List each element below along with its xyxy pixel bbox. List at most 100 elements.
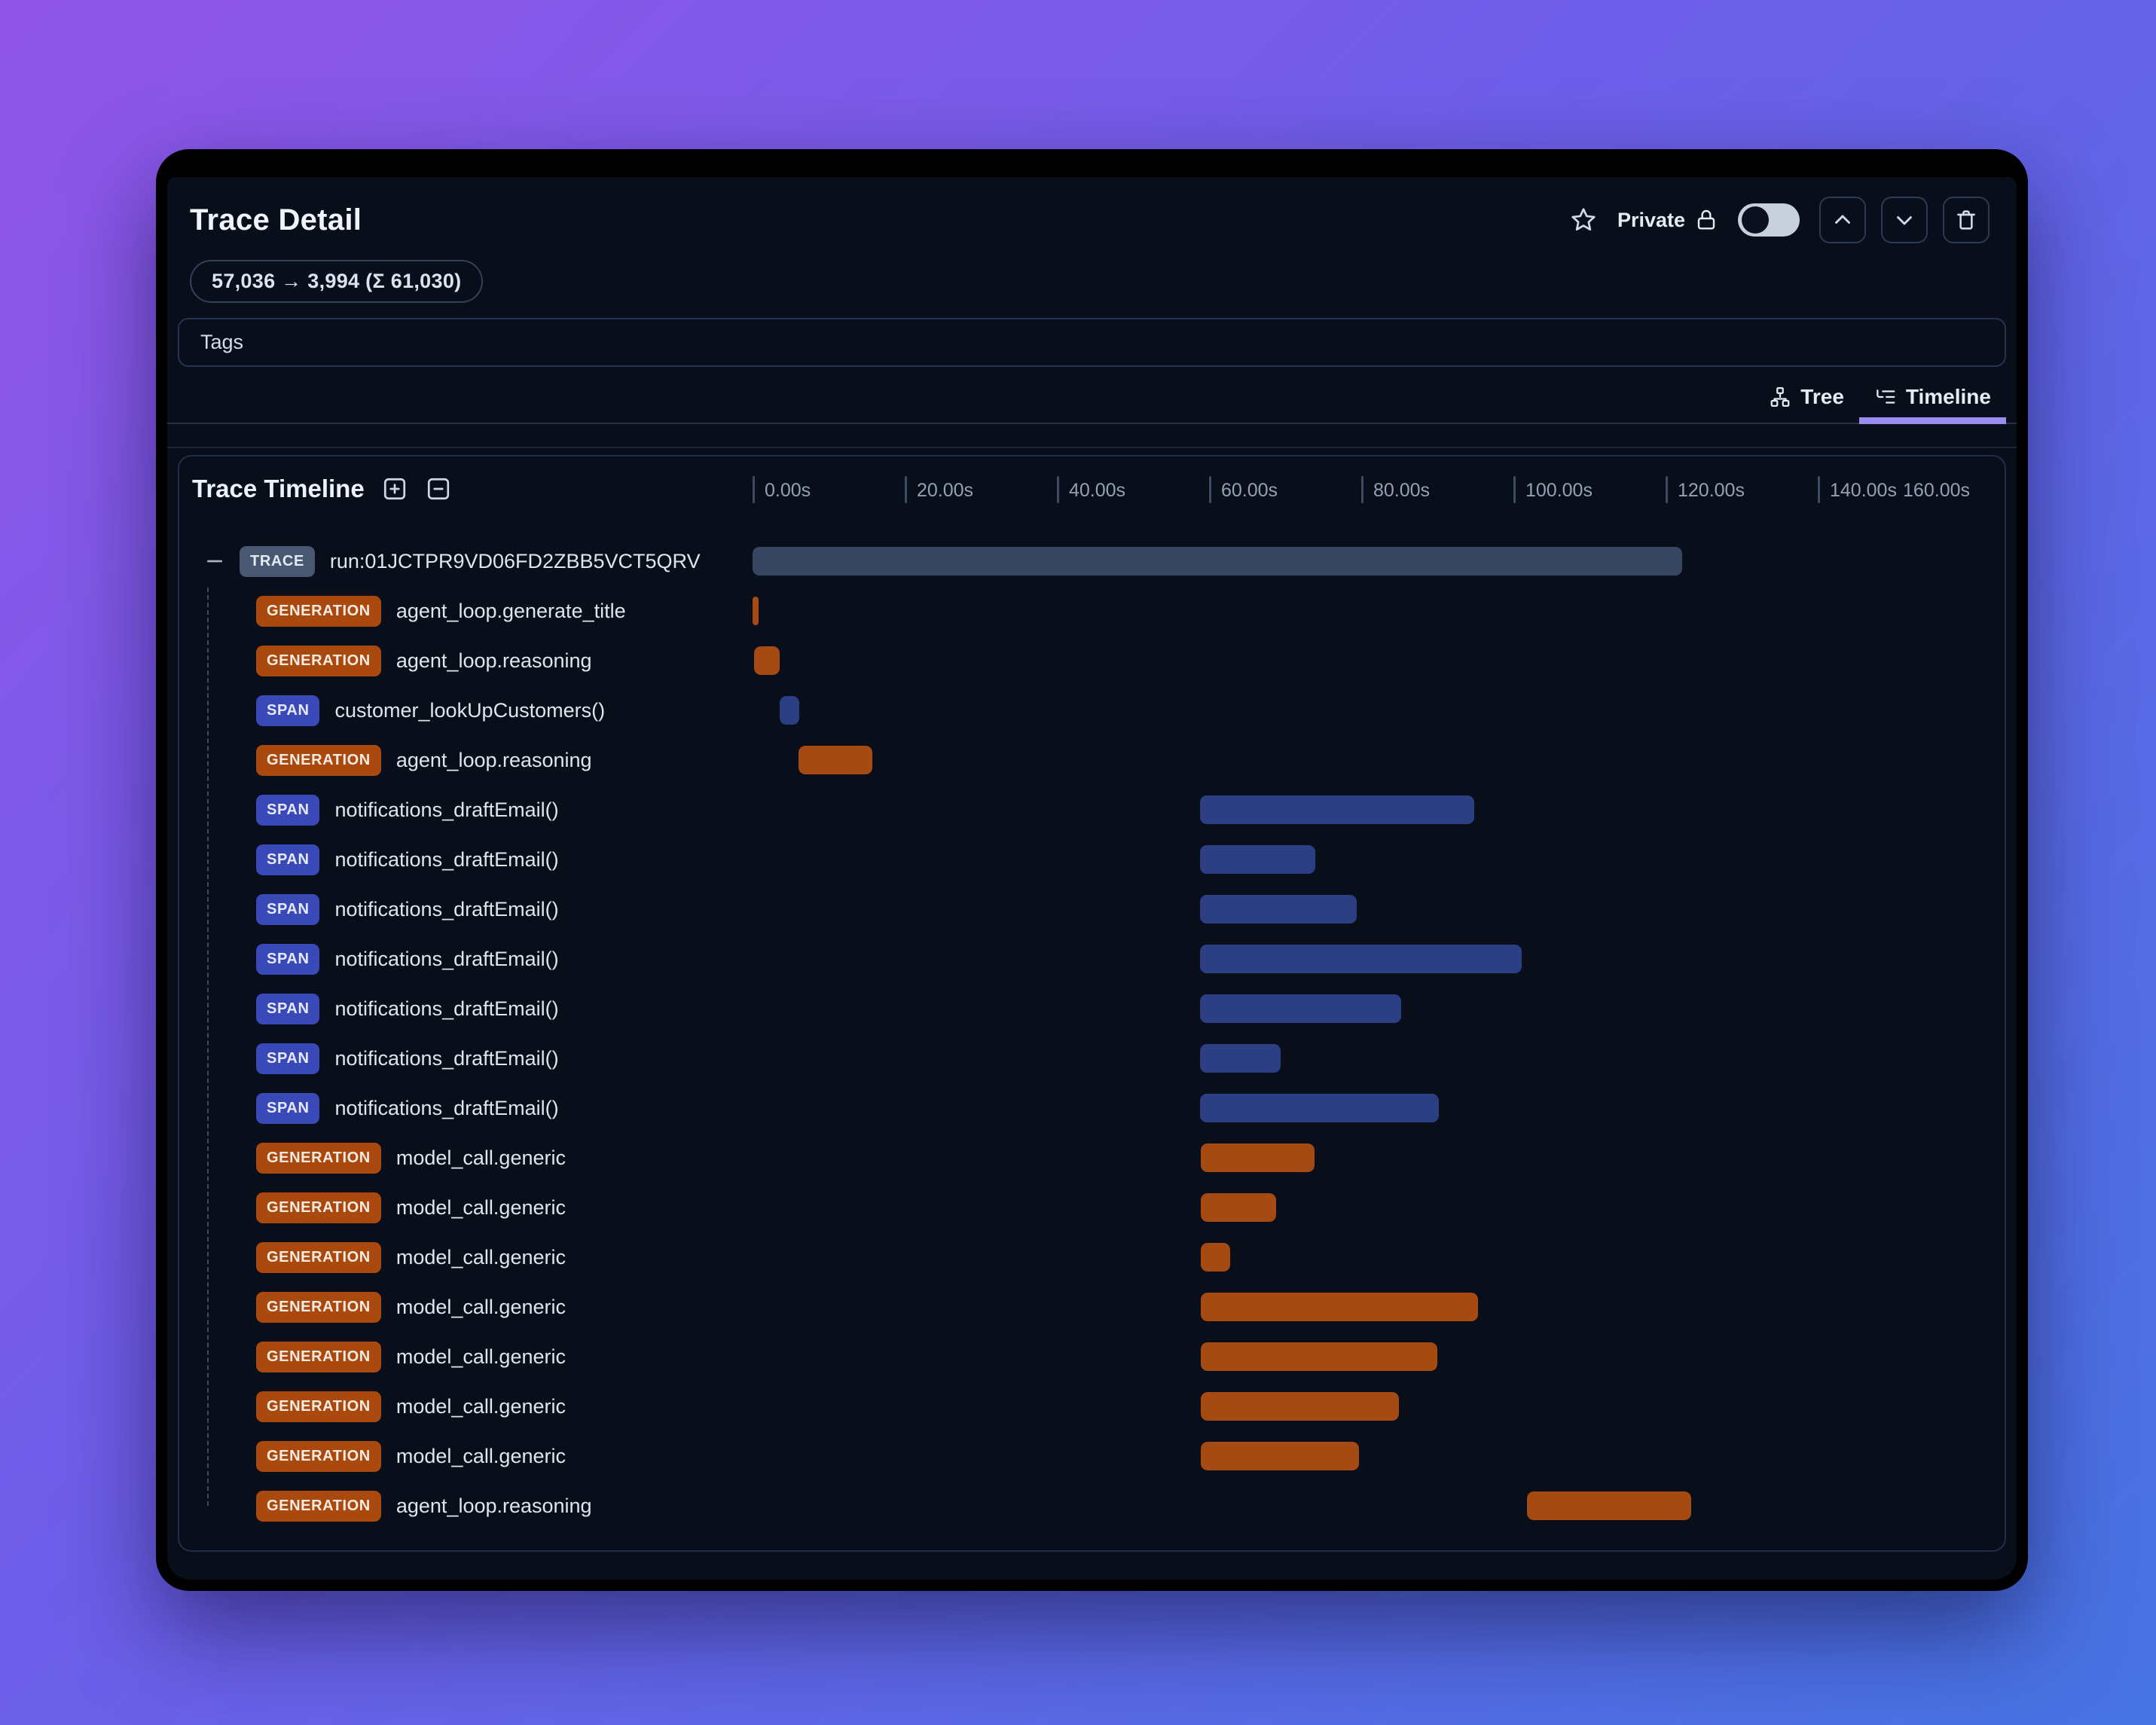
- duration-bar[interactable]: [1200, 1143, 1315, 1172]
- tick-label: 120.00s: [1678, 480, 1745, 501]
- tab-timeline-label: Timeline: [1905, 385, 1991, 408]
- row-label: agent_loop.reasoning: [395, 649, 592, 672]
- row-label: agent_loop.reasoning: [395, 748, 592, 771]
- duration-bar[interactable]: [798, 746, 872, 774]
- row-label: notifications_draftEmail(): [334, 798, 559, 821]
- nav-buttons: [1819, 197, 1990, 243]
- row-observation[interactable]: SPAN notifications_draftEmail(): [179, 893, 753, 925]
- expand-all-button[interactable]: [381, 475, 408, 502]
- tick-mark: [1818, 476, 1820, 503]
- tick-label: 100.00s: [1525, 480, 1593, 501]
- row-label: model_call.generic: [395, 1345, 566, 1368]
- view-tabbar: Tree Timeline: [167, 376, 2017, 424]
- next-button[interactable]: [1881, 197, 1928, 243]
- row-observation[interactable]: GENERATION model_call.generic: [179, 1192, 753, 1223]
- duration-bar[interactable]: [1199, 795, 1475, 824]
- row-observation[interactable]: SPAN notifications_draftEmail(): [179, 1043, 753, 1074]
- row-label: notifications_draftEmail(): [334, 997, 559, 1020]
- timeline-row: GENERATION model_call.generic: [179, 1282, 2005, 1332]
- timeline-row: GENERATION model_call.generic: [179, 1232, 2005, 1282]
- duration-bar[interactable]: [1199, 845, 1316, 874]
- tick-label: 140.00s: [1830, 480, 1897, 501]
- trace-detail-window: Trace Detail Private: [156, 149, 2028, 1591]
- duration-bar[interactable]: [1199, 1044, 1281, 1073]
- row-track: [753, 795, 2005, 825]
- tab-tree[interactable]: Tree: [1754, 376, 1859, 423]
- row-track: [753, 1441, 2005, 1471]
- row-track: [753, 596, 2005, 626]
- row-observation[interactable]: GENERATION model_call.generic: [179, 1142, 753, 1174]
- timeline-row: SPAN notifications_draftEmail(): [179, 1033, 2005, 1083]
- row-observation[interactable]: GENERATION model_call.generic: [179, 1391, 753, 1422]
- previous-button[interactable]: [1819, 197, 1866, 243]
- duration-bar[interactable]: [1199, 1094, 1439, 1122]
- duration-bar[interactable]: [1199, 895, 1357, 924]
- duration-bar[interactable]: [1527, 1491, 1692, 1520]
- span-badge: SPAN: [256, 1043, 320, 1074]
- axis-tick: 0.00s: [753, 476, 811, 503]
- row-label: notifications_draftEmail(): [334, 847, 559, 871]
- duration-bar[interactable]: [1200, 1193, 1276, 1222]
- duration-bar[interactable]: [1200, 1243, 1231, 1272]
- row-label: notifications_draftEmail(): [334, 1096, 559, 1119]
- row-track: [753, 1391, 2005, 1421]
- time-axis: 160.00s 0.00s 20.00s 40.00s 60.00s 80.00s 100…: [753, 476, 2005, 526]
- row-observation[interactable]: GENERATION model_call.generic: [179, 1341, 753, 1372]
- tags-field[interactable]: Tags: [178, 318, 2006, 367]
- span-badge: SPAN: [256, 993, 320, 1024]
- duration-bar[interactable]: [1200, 1392, 1400, 1421]
- delete-button[interactable]: [1943, 197, 1990, 243]
- row-observation[interactable]: GENERATION agent_loop.reasoning: [179, 645, 753, 676]
- generation-badge: GENERATION: [256, 1241, 381, 1273]
- timeline-row: GENERATION model_call.generic: [179, 1332, 2005, 1382]
- tick-mark: [1513, 476, 1516, 503]
- span-badge: SPAN: [256, 794, 320, 826]
- panel-title: Trace Timeline: [192, 475, 365, 502]
- row-observation[interactable]: GENERATION agent_loop.generate_title: [179, 595, 753, 627]
- axis-tick: 80.00s: [1361, 476, 1430, 503]
- row-observation[interactable]: SPAN notifications_draftEmail(): [179, 794, 753, 826]
- lock-icon: [1697, 209, 1715, 230]
- star-button[interactable]: [1569, 206, 1598, 234]
- timeline-row: SPAN notifications_draftEmail(): [179, 934, 2005, 984]
- row-observation[interactable]: SPAN notifications_draftEmail(): [179, 943, 753, 975]
- row-observation[interactable]: GENERATION agent_loop.reasoning: [179, 744, 753, 776]
- duration-bar[interactable]: [1199, 945, 1522, 973]
- trace-badge: TRACE: [240, 545, 315, 577]
- row-observation[interactable]: GENERATION agent_loop.reasoning: [179, 1490, 753, 1522]
- generation-badge: GENERATION: [256, 645, 381, 676]
- duration-bar[interactable]: [1199, 994, 1401, 1023]
- duration-bar[interactable]: [1200, 1442, 1359, 1470]
- row-observation[interactable]: SPAN notifications_draftEmail(): [179, 1092, 753, 1124]
- axis-tick: 60.00s: [1209, 476, 1278, 503]
- span-badge: SPAN: [256, 695, 320, 726]
- tick-label: 80.00s: [1373, 480, 1431, 501]
- duration-bar[interactable]: [1200, 1293, 1478, 1321]
- collapse-all-button[interactable]: [425, 475, 452, 502]
- row-observation[interactable]: GENERATION model_call.generic: [179, 1440, 753, 1472]
- duration-bar[interactable]: [753, 597, 759, 625]
- timeline-row: SPAN notifications_draftEmail(): [179, 785, 2005, 835]
- tree-guide-line: [207, 588, 209, 1506]
- plus-square-icon: [383, 478, 405, 500]
- row-observation[interactable]: GENERATION model_call.generic: [179, 1241, 753, 1273]
- axis-tick: 100.00s: [1513, 476, 1593, 503]
- privacy-label: Private: [1617, 208, 1685, 231]
- duration-bar[interactable]: [1200, 1342, 1437, 1371]
- row-track: [753, 1342, 2005, 1372]
- row-observation[interactable]: SPAN notifications_draftEmail(): [179, 844, 753, 875]
- row-observation[interactable]: SPAN customer_lookUpCustomers(): [179, 695, 753, 726]
- collapse-icon[interactable]: [205, 551, 224, 571]
- duration-bar[interactable]: [780, 696, 799, 725]
- timeline-row: SPAN customer_lookUpCustomers(): [179, 685, 2005, 735]
- timeline-row: SPAN notifications_draftEmail(): [179, 984, 2005, 1033]
- row-observation[interactable]: GENERATION model_call.generic: [179, 1291, 753, 1323]
- row-observation[interactable]: TRACE run:01JCTPR9VD06FD2ZBB5VCT5QRV: [179, 545, 753, 577]
- row-observation[interactable]: SPAN notifications_draftEmail(): [179, 993, 753, 1024]
- row-label: model_call.generic: [395, 1146, 566, 1169]
- span-badge: SPAN: [256, 844, 320, 875]
- duration-bar[interactable]: [754, 646, 780, 675]
- duration-bar[interactable]: [753, 547, 1683, 576]
- tab-timeline[interactable]: Timeline: [1858, 376, 2006, 424]
- privacy-toggle[interactable]: [1738, 203, 1800, 237]
